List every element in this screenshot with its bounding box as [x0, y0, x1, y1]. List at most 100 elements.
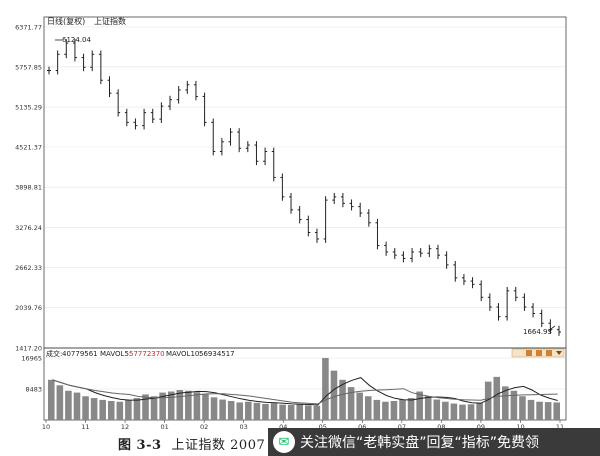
wechat-icon: ✉ — [273, 431, 295, 453]
mavol10-value: 56934517 — [199, 350, 235, 358]
volume-toolbar[interactable] — [511, 348, 565, 358]
x-tick-label: 07 — [398, 423, 406, 430]
volume-bar — [442, 401, 449, 420]
price-ohlc-series — [47, 39, 561, 336]
volume-bar — [296, 404, 303, 420]
volume-bar — [125, 399, 132, 420]
volume-bar — [279, 404, 286, 420]
figure-caption-text: 上证指数 2007 年 — [171, 438, 284, 453]
volume-bar — [459, 404, 466, 420]
volume-bar — [364, 396, 372, 420]
volume-y-axis: 16965 8483 — [21, 355, 42, 394]
volume-bar — [536, 401, 543, 420]
volume-bar — [484, 381, 492, 420]
x-tick-label: 10 — [42, 423, 50, 430]
volume-bar — [253, 402, 261, 420]
volume-bar — [133, 398, 141, 420]
volume-bar — [356, 392, 363, 420]
volume-bar — [116, 401, 124, 420]
volume-bar — [90, 398, 98, 420]
figure-number: 图 3-3 — [118, 438, 162, 453]
price-y-axis: 6371.77 5757.85 5135.29 4521.37 3898.81 3276.… — [15, 24, 42, 353]
volume-bar — [424, 396, 432, 420]
volume-bar — [159, 392, 166, 420]
volume-bar — [305, 405, 312, 420]
volume-bar — [373, 399, 381, 420]
mavol5-value: 57772370 — [129, 350, 165, 358]
volume-bar — [193, 392, 201, 420]
chart-header-name: 上证指数 — [94, 16, 126, 26]
stock-chart: 6371.77 5757.85 5135.29 4521.37 3898.81 3276.… — [15, 16, 567, 430]
volume-bar — [502, 386, 509, 420]
volume-bar — [227, 400, 235, 420]
volume-bar — [48, 379, 55, 420]
x-tick-label: 06 — [358, 423, 366, 430]
volume-bar — [262, 403, 269, 420]
volume-bar — [553, 402, 560, 420]
chart-header-symbol: 日线(复权) — [47, 16, 85, 26]
price-y-tick-label: 6371.77 — [15, 24, 42, 32]
x-tick-label: 05 — [319, 423, 327, 430]
x-tick-label: 11 — [81, 423, 89, 430]
x-tick-label: 09 — [477, 423, 485, 430]
x-tick-label: 02 — [200, 423, 208, 430]
x-tick-label: 12 — [121, 423, 129, 430]
price-y-tick-label: 5135.29 — [15, 104, 42, 112]
volume-bar — [107, 400, 115, 420]
x-tick-label: 11 — [556, 423, 564, 430]
volume-bar — [236, 402, 244, 420]
volume-bar — [176, 390, 184, 420]
x-tick-label: 08 — [437, 423, 445, 430]
volume-y-tick-label: 16965 — [21, 355, 42, 363]
x-tick-label: 01 — [160, 423, 168, 430]
watermark-text: 关注微信“老韩实盘”回复“指标”免费领 — [300, 435, 540, 451]
price-y-tick-label: 2039.76 — [15, 304, 42, 312]
volume-bar — [313, 405, 321, 420]
toolbar-button[interactable] — [546, 350, 552, 356]
x-tick-label: 03 — [240, 423, 248, 430]
low-annotation: 1664.93 — [523, 328, 552, 336]
volume-bar — [390, 400, 398, 420]
watermark-banner: ✉ 关注微信“老韩实盘”回复“指标”免费领 — [268, 428, 600, 456]
volume-y-tick-label: 8483 — [25, 385, 42, 393]
volume-bar — [510, 390, 518, 420]
x-tick-label: 04 — [279, 423, 287, 430]
volume-bar — [56, 385, 64, 420]
chevron-down-icon[interactable] — [556, 351, 562, 355]
price-y-tick-label: 3898.81 — [15, 184, 42, 192]
volume-bar — [544, 402, 552, 420]
price-y-tick-label: 3276.24 — [15, 224, 42, 232]
volume-bar — [407, 398, 415, 420]
high-annotation: 6124.04 — [62, 36, 91, 44]
volume-bar — [493, 376, 501, 420]
toolbar-button[interactable] — [536, 350, 542, 356]
volume-bar — [476, 402, 483, 420]
volume-bar — [99, 399, 106, 420]
volume-bar — [399, 399, 406, 420]
volume-bar — [467, 404, 475, 420]
volume-grid — [44, 357, 566, 390]
volume-bar — [245, 401, 252, 420]
volume-header-vol: 40779561 — [62, 350, 98, 358]
volume-bar — [450, 403, 458, 420]
price-y-tick-label: 5757.85 — [15, 63, 42, 71]
mavol10-line — [52, 379, 558, 405]
volume-bar — [287, 405, 295, 420]
volume-bar — [270, 403, 278, 420]
x-tick-label: 10 — [516, 423, 524, 430]
price-y-tick-label: 1417.20 — [15, 345, 42, 353]
mavol5-label: MAVOL5: — [100, 350, 131, 358]
mavol10-label: MAVOL10: — [166, 350, 202, 358]
volume-bar — [142, 394, 149, 420]
volume-bars — [48, 358, 560, 420]
volume-bar — [347, 387, 355, 420]
volume-bar — [82, 396, 89, 420]
figure-caption: 图 3-3 上证指数 2007 年 — [118, 434, 283, 453]
volume-bar — [416, 391, 423, 420]
volume-bar — [65, 390, 72, 420]
volume-bar — [167, 391, 175, 420]
volume-bar — [219, 399, 226, 420]
volume-bar — [519, 396, 526, 420]
toolbar-button[interactable] — [526, 350, 532, 356]
volume-bar — [527, 399, 535, 420]
